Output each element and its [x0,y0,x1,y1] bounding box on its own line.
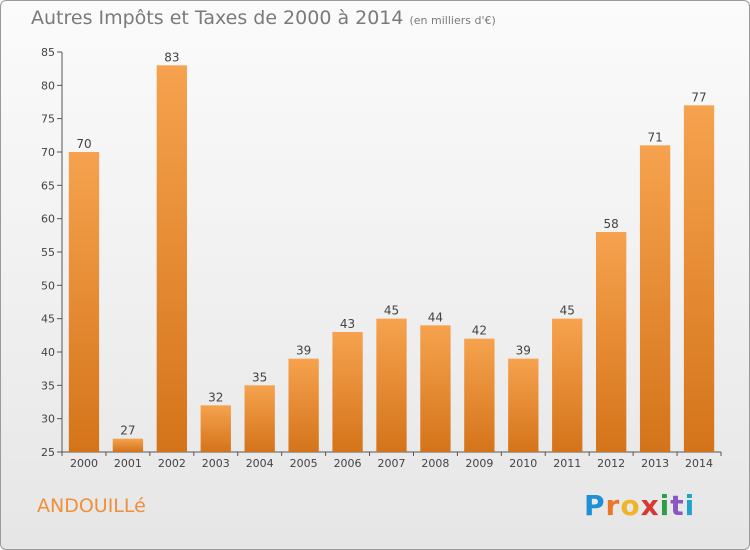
logo-letter: P [584,489,606,522]
data-label: 44 [428,310,443,324]
bar [112,438,144,452]
bar [420,325,451,452]
x-tick-label: 2010 [509,457,537,470]
x-tick-label: 2007 [378,457,406,470]
data-label: 32 [208,390,223,404]
y-tick-label: 40 [41,346,55,359]
y-tick-label: 35 [41,379,55,392]
bar [683,105,715,452]
x-tick-label: 2003 [202,457,230,470]
x-tick-label: 2000 [70,457,98,470]
bar [464,338,495,452]
chart-data-labels: 70 27 83 32 35 39 43 45 44 42 39 45 58 71 77 [76,50,706,437]
bar [68,152,100,452]
data-label: 70 [76,137,91,151]
x-tick-label: 2002 [158,457,186,470]
x-tick-label: 2008 [421,457,449,470]
logo-letter: x [640,489,660,522]
bar [376,318,407,452]
x-tick-label: 2014 [685,457,713,470]
data-label: 83 [164,50,179,64]
y-tick-label: 80 [41,79,55,92]
data-label: 43 [340,317,355,331]
proxiti-logo: Proxiti [584,489,695,522]
bar [596,232,627,452]
y-tick-label: 65 [41,179,55,192]
y-tick-label: 85 [41,46,55,59]
y-tick-label: 30 [41,413,55,426]
data-label: 42 [472,324,487,338]
logo-letter: r [605,489,621,522]
data-label: 35 [252,370,267,384]
chart-title-text: Autres Impôts et Taxes de 2000 à 2014 [31,7,404,29]
bar [552,318,583,452]
bar [288,358,319,452]
data-label: 58 [604,217,619,231]
data-label: 77 [691,90,706,104]
x-tick-label: 2001 [114,457,142,470]
bar [156,65,187,452]
data-label: 45 [384,304,399,318]
bar [244,385,275,452]
bar [508,358,539,452]
y-tick-label: 75 [41,113,55,126]
x-tick-label: 2004 [246,457,274,470]
data-label: 45 [560,304,575,318]
bar [332,332,363,452]
y-tick-label: 70 [41,146,55,159]
bar [200,405,231,452]
x-tick-label: 2013 [641,457,669,470]
x-tick-label: 2006 [334,457,362,470]
x-tick-label: 2012 [597,457,625,470]
logo-letter: i [659,489,671,522]
data-label: 39 [296,344,311,358]
data-label: 39 [516,344,531,358]
x-tick-label: 2011 [553,457,581,470]
commune-name: ANDOUILLé [37,495,146,517]
logo-letter: t [670,489,685,522]
data-label: 27 [120,424,135,438]
logo-letter: o [620,489,641,522]
y-tick-label: 50 [41,279,55,292]
y-tick-label: 55 [41,246,55,259]
logo-letter: i [684,489,696,522]
y-tick-label: 45 [41,313,55,326]
y-tick-label: 60 [41,213,55,226]
chart-subtitle: (en milliers d'€) [409,14,496,27]
x-tick-label: 2005 [290,457,318,470]
x-tick-label: 2009 [465,457,493,470]
y-tick-label: 25 [41,446,55,459]
data-label: 71 [647,130,662,144]
bar [639,145,671,453]
chart-bars [68,65,715,453]
chart-title: Autres Impôts et Taxes de 2000 à 2014 (en… [31,7,496,29]
